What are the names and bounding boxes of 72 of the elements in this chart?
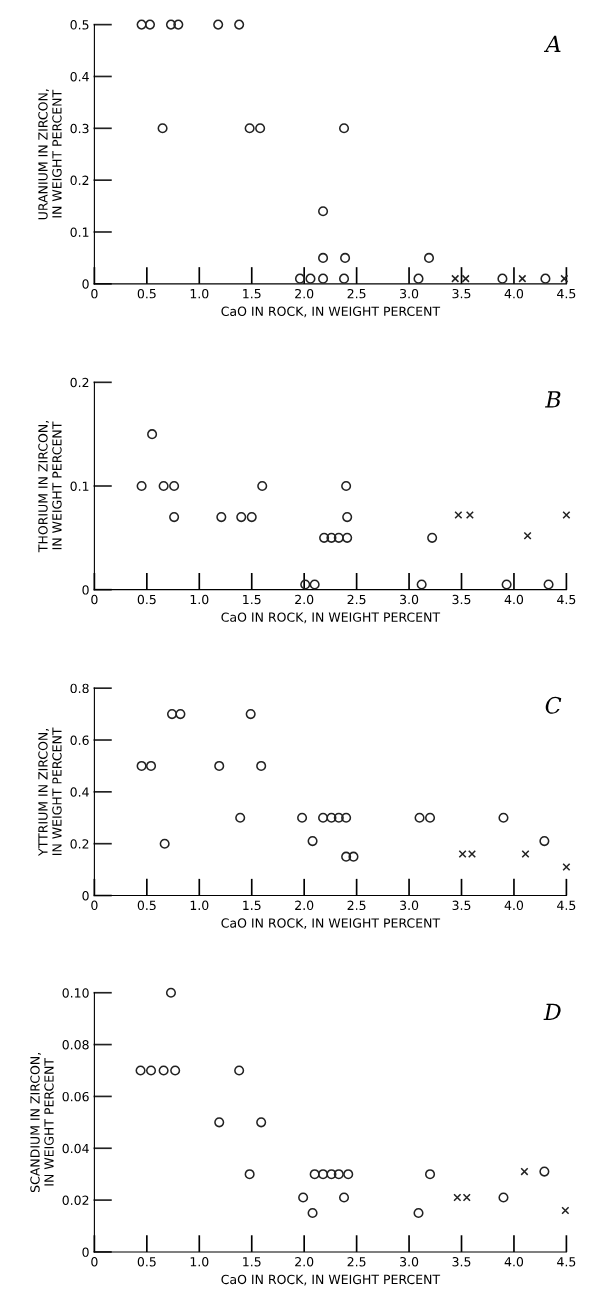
y-axis-title: SCANDIUM IN ZIRCON, IN WEIGHT PERCENT xyxy=(30,1053,54,1193)
y-tick-label: 0.1 xyxy=(70,481,89,491)
x-tick-label: 4.0 xyxy=(504,1257,524,1267)
x-axis-title: CaO IN ROCK, IN WEIGHT PERCENT xyxy=(221,612,441,624)
y-tick-label: 0.02 xyxy=(62,1195,89,1206)
x-tick-label: 0.5 xyxy=(137,288,156,299)
x-tick-label: 4.5 xyxy=(557,1257,576,1267)
x-tick-label: 0 xyxy=(91,1257,98,1267)
x-tick-label: 4.5 xyxy=(557,594,576,605)
y-tick-label: 0.3 xyxy=(70,123,89,134)
x-tick-label: 2.0 xyxy=(295,900,314,911)
x-axis-title: CaO IN ROCK, IN WEIGHT PERCENT xyxy=(221,306,441,318)
annotation: C xyxy=(545,696,562,714)
y-tick-label: 0 xyxy=(82,1247,89,1257)
y-axis-title: THORIUM IN ZIRCON, IN WEIGHT PERCENT xyxy=(38,421,62,553)
x-tick-label: 0 xyxy=(91,594,98,605)
y-tick-label: 0.2 xyxy=(70,839,89,849)
y-tick-label: 0.2 xyxy=(70,175,89,186)
y-tick-label: 0.5 xyxy=(70,20,89,30)
y-tick-label: 0.04 xyxy=(62,1143,89,1154)
annotation: B xyxy=(545,391,561,408)
x-tick-label: 0 xyxy=(91,288,98,299)
x-tick-label: 0.5 xyxy=(137,594,156,605)
y-tick-label: 0.2 xyxy=(70,377,89,388)
y-tick-label: 0.10 xyxy=(62,988,89,998)
y-tick-label: 0 xyxy=(82,891,89,901)
x-tick-label: 2.5 xyxy=(347,288,366,299)
y-tick-label: 0.08 xyxy=(62,1040,89,1050)
y-tick-label: 0.06 xyxy=(62,1091,89,1102)
x-tick-label: 0 xyxy=(91,900,98,911)
y-tick-label: 0.4 xyxy=(70,787,89,797)
x-tick-label: 4.0 xyxy=(504,900,524,911)
x-tick-label: 3.5 xyxy=(452,1257,471,1267)
y-tick-label: 0.4 xyxy=(70,71,89,82)
x-tick-label: 3.0 xyxy=(400,1257,419,1267)
x-tick-label: 2.5 xyxy=(347,1257,366,1267)
x-tick-label: 3.0 xyxy=(400,594,419,605)
x-tick-label: 4.0 xyxy=(504,594,524,605)
y-axis-title: URANIUM IN ZIRCON, IN WEIGHT PERCENT xyxy=(38,89,62,220)
x-tick-label: 2.0 xyxy=(295,288,314,299)
x-tick-label: 1.5 xyxy=(243,289,261,299)
annotation: D xyxy=(543,1003,561,1020)
x-tick-label: 3.0 xyxy=(400,288,419,299)
x-tick-label: 1.0 xyxy=(190,900,209,911)
x-tick-label: 2.0 xyxy=(295,1257,314,1267)
y-tick-label: 0.1 xyxy=(70,227,89,237)
x-tick-label: 2.0 xyxy=(295,594,314,605)
x-tick-label: 0.5 xyxy=(137,1257,156,1267)
x-axis-title: CaO IN ROCK, IN WEIGHT PERCENT xyxy=(221,918,441,929)
y-tick-label: 0 xyxy=(82,279,89,289)
x-tick-label: 3.0 xyxy=(400,900,419,911)
x-tick-label: 1.0 xyxy=(190,594,209,605)
y-tick-label: 0.8 xyxy=(70,683,89,694)
y-tick-label: 0.6 xyxy=(70,735,89,745)
x-tick-label: 1.0 xyxy=(190,1257,209,1267)
x-tick-label: 1.0 xyxy=(190,288,209,299)
y-tick-label: 0 xyxy=(82,585,89,595)
x-tick-label: 4.5 xyxy=(557,900,576,911)
x-tick-label: 1.5 xyxy=(243,900,261,911)
x-tick-label: 0.5 xyxy=(137,900,156,911)
annotation: A xyxy=(543,35,561,52)
x-tick-label: 3.5 xyxy=(452,288,471,299)
x-tick-label: 4.0 xyxy=(504,288,524,299)
y-axis-title: YTTRIUM IN ZIRCON, IN WEIGHT PERCENT xyxy=(38,727,62,856)
x-tick-label: 2.5 xyxy=(347,594,366,605)
x-tick-label: 3.5 xyxy=(452,900,471,911)
x-tick-label: 1.5 xyxy=(243,594,261,605)
x-axis-title: CaO IN ROCK, IN WEIGHT PERCENT xyxy=(221,1274,441,1286)
x-tick-label: 1.5 xyxy=(243,1257,261,1267)
x-tick-label: 2.5 xyxy=(347,900,366,911)
x-tick-label: 4.5 xyxy=(557,289,576,299)
x-tick-label: 3.5 xyxy=(452,594,471,605)
